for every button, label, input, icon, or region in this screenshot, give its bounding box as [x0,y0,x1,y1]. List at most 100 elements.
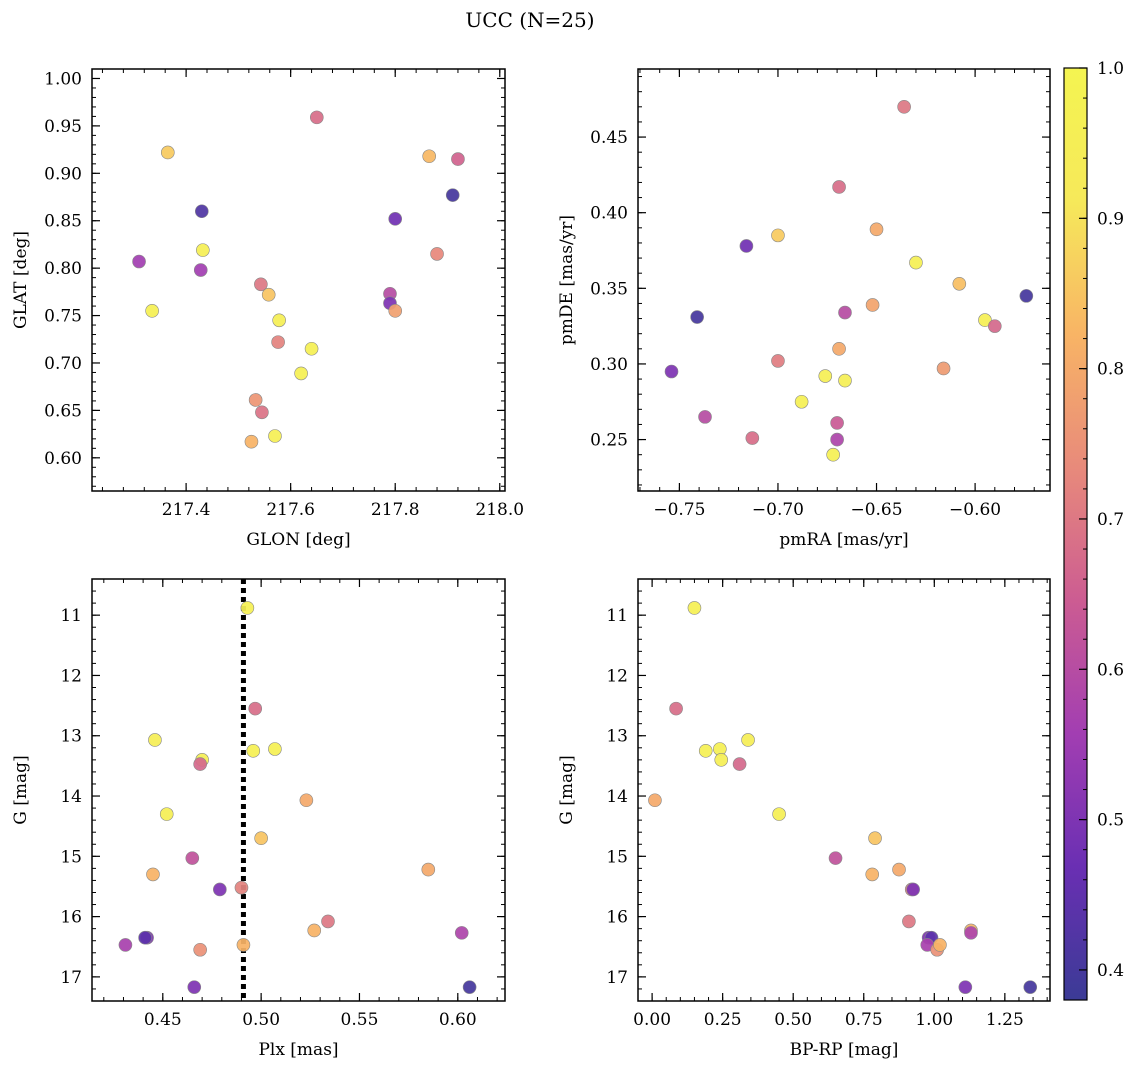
data-point [271,335,285,349]
data-point [771,354,785,368]
data-point [246,744,261,758]
data-point [771,228,785,243]
y-tick-label: 17 [606,968,628,988]
scatter-points [664,100,1034,462]
scatter-points [132,110,465,449]
y-tick-label: 0.25 [590,431,628,451]
colorbar-tick-label: 0.8 [1097,360,1124,380]
y-tick-label: 0.85 [44,212,82,232]
data-point [161,145,175,160]
data-point [664,364,679,379]
plot-frame [637,578,1051,1002]
data-point [830,432,844,447]
y-tick-label: 12 [606,666,628,686]
data-point [952,276,967,291]
panel-p2: −0.75 −0.70 −0.65 −0.60 0.25 0.30 0.35 0.40 0.45… [557,68,1051,550]
minor-ticks [92,68,505,491]
y-tick-label: 0.75 [44,307,82,327]
y-axis-label: GLAT [deg] [11,231,31,329]
data-point [1023,980,1038,994]
data-point [732,757,747,771]
data-point [193,263,208,277]
data-point [772,807,786,821]
data-point [240,601,255,615]
data-point [978,313,992,327]
data-point [818,369,833,383]
x-axis-label: Plx [mas] [258,1040,338,1060]
data-point [454,926,469,940]
data-point [687,601,702,615]
data-point [958,980,973,994]
data-point [964,926,978,940]
data-point [309,110,324,125]
data-point [698,744,713,758]
data-point [909,255,923,270]
data-point [304,341,319,356]
data-point [255,405,269,420]
data-point [193,942,207,957]
data-point [268,429,282,443]
data-point [307,923,322,938]
y-tick-label: 0.30 [590,355,628,375]
data-point [838,305,852,320]
scatter-points [118,601,477,994]
data-point [248,393,263,407]
data-point [185,851,200,865]
x-tick-label: 0.75 [845,1010,883,1030]
data-point [933,938,947,952]
x-tick-label: 0.45 [144,1010,182,1030]
y-tick-label: 0.45 [590,128,628,148]
data-point [745,431,760,445]
data-point [138,930,152,945]
y-axis-label: G [mag] [11,755,31,824]
data-point [421,862,436,877]
data-point [388,212,403,226]
colorbar-tick-label: 0.5 [1097,811,1124,831]
x-tick-label: 0.25 [704,1010,742,1030]
data-point [906,882,920,897]
x-tick-label: 0.50 [242,1010,280,1030]
data-point [714,753,729,767]
colorbar: 0.4 0.5 0.6 0.7 0.8 0.9 1.0 [1063,59,1124,1001]
y-tick-label: 1.00 [44,69,82,89]
data-point [690,310,704,324]
data-point [462,980,477,994]
data-point [388,304,403,318]
y-tick-label: 17 [60,968,82,988]
data-point [148,733,162,747]
panels: 217.4 217.6 217.8 218.0 0.60 0.65 0.70 0.75 0.80… [11,68,1051,1060]
x-tick-label: 0.50 [774,1010,812,1030]
data-point [892,862,906,877]
data-point [838,373,852,388]
data-point [936,361,951,376]
minor-ticks [92,578,505,1002]
y-tick-label: 16 [606,908,628,928]
x-tick-label: −0.75 [653,500,705,520]
data-point [830,416,844,430]
data-point [828,851,843,865]
x-tick-label: 0.55 [341,1010,379,1030]
data-point [196,243,210,257]
data-point [869,222,884,237]
data-point [193,757,207,771]
data-point [868,831,882,846]
y-tick-label: 15 [606,847,628,867]
x-tick-label: −0.70 [752,500,804,520]
x-tick-label: 218.0 [475,500,524,520]
y-axis-label: pmDE [mas/yr] [557,215,577,345]
data-point [261,287,276,302]
colorbar-tick-label: 0.7 [1097,510,1124,530]
data-point [234,880,249,895]
data-point [669,701,683,716]
colorbar-tick-label: 0.6 [1097,660,1124,680]
minor-ticks [637,578,1050,1002]
y-tick-label: 14 [60,787,82,807]
x-tick-label: 1.00 [915,1010,953,1030]
y-axis-label: G [mag] [557,755,577,824]
y-tick-label: 11 [606,606,628,626]
data-point [254,277,268,292]
data-point [213,882,227,897]
data-point [236,938,251,952]
data-point [268,742,282,756]
data-point [698,410,712,424]
